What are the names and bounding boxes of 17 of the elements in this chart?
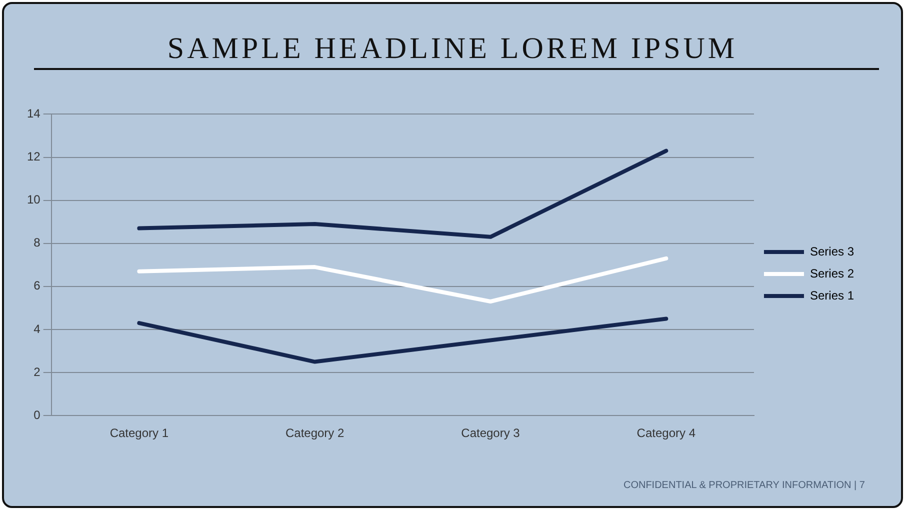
- x-tick-label: Category 3: [461, 426, 520, 440]
- x-tick-label: Category 1: [110, 426, 169, 440]
- y-tick-label: 2: [34, 364, 41, 379]
- y-tick-label: 10: [26, 192, 41, 207]
- y-tick-label: 8: [34, 236, 41, 250]
- text: CONFIDENTIAL & PROPRIETARY INFORMATION | 7: [623, 480, 865, 491]
- x-tick-label: Category 2: [285, 426, 345, 440]
- y-tick-label: 4: [34, 322, 41, 336]
- chart-title: SAMPLE HEADLINE LOREM IPSUM: [166, 32, 739, 66]
- y-tick-label: 14: [26, 106, 41, 121]
- legend-label: Series 3: [810, 244, 854, 258]
- legend-label: Series 1: [810, 288, 854, 302]
- x-tick-label: Category 4: [636, 426, 696, 440]
- y-tick-label: 12: [26, 150, 41, 164]
- y-tick-label: 6: [34, 278, 41, 293]
- legend-label: Series 2: [810, 266, 854, 280]
- y-tick-label: 0: [34, 408, 41, 422]
